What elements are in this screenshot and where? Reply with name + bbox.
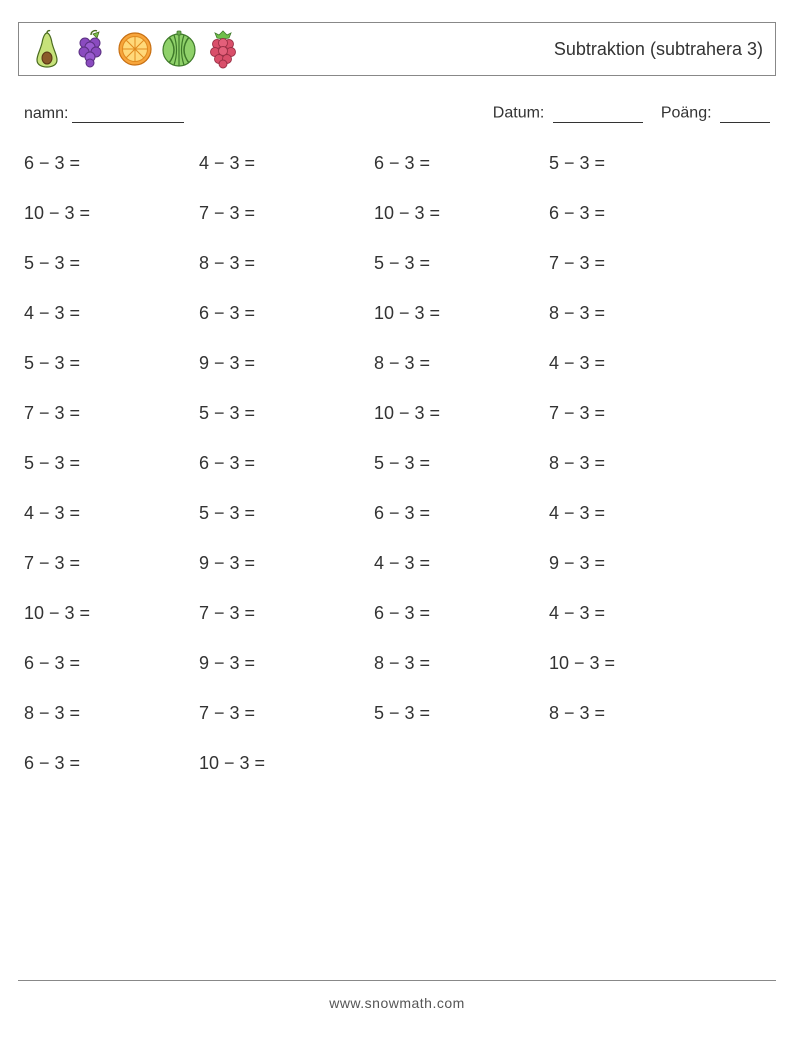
orange-slice-icon	[115, 29, 155, 69]
problem-cell: 7 − 3 =	[199, 203, 374, 224]
problem-cell: 4 − 3 =	[24, 503, 199, 524]
problem-cell: 4 − 3 =	[549, 353, 724, 374]
date-blank[interactable]	[553, 104, 643, 123]
problem-cell: 7 − 3 =	[549, 253, 724, 274]
avocado-icon	[27, 29, 67, 69]
grapes-icon	[71, 29, 111, 69]
problem-cell: 8 − 3 =	[549, 303, 724, 324]
problem-cell: 8 − 3 =	[374, 353, 549, 374]
problem-cell: 6 − 3 =	[199, 453, 374, 474]
problem-cell: 5 − 3 =	[374, 703, 549, 724]
problem-cell: 5 − 3 =	[24, 253, 199, 274]
problem-cell: 9 − 3 =	[199, 553, 374, 574]
problem-cell: 10 − 3 =	[374, 203, 549, 224]
score-blank[interactable]	[720, 104, 770, 123]
problem-cell: 10 − 3 =	[549, 653, 724, 674]
problem-cell: 8 − 3 =	[199, 253, 374, 274]
problem-cell: 9 − 3 =	[199, 353, 374, 374]
problem-cell: 10 − 3 =	[199, 753, 374, 774]
problem-cell: 6 − 3 =	[374, 603, 549, 624]
problem-cell: 8 − 3 =	[374, 653, 549, 674]
problem-cell: 6 − 3 =	[374, 153, 549, 174]
problem-cell: 6 − 3 =	[24, 153, 199, 174]
problem-cell: 7 − 3 =	[199, 603, 374, 624]
info-row: namn: Datum: Poäng:	[24, 104, 770, 123]
problem-cell: 8 − 3 =	[549, 703, 724, 724]
problem-cell: 5 − 3 =	[24, 453, 199, 474]
problem-cell: 7 − 3 =	[24, 403, 199, 424]
problem-cell: 6 − 3 =	[549, 203, 724, 224]
problem-cell: 5 − 3 =	[24, 353, 199, 374]
problem-cell: 6 − 3 =	[374, 503, 549, 524]
problem-cell: 5 − 3 =	[374, 453, 549, 474]
melon-icon	[159, 29, 199, 69]
problem-cell	[549, 753, 724, 774]
name-label: namn:	[24, 105, 68, 123]
problem-cell: 10 − 3 =	[24, 603, 199, 624]
raspberry-icon	[203, 29, 243, 69]
header-box: Subtraktion (subtrahera 3)	[18, 22, 776, 76]
problem-cell: 9 − 3 =	[199, 653, 374, 674]
problem-cell: 7 − 3 =	[24, 553, 199, 574]
worksheet-title: Subtraktion (subtrahera 3)	[554, 39, 767, 60]
problem-cell: 10 − 3 =	[24, 203, 199, 224]
problem-cell: 4 − 3 =	[549, 603, 724, 624]
problems-grid: 6 − 3 =4 − 3 =6 − 3 =5 − 3 =10 − 3 =7 − …	[24, 153, 776, 774]
problem-cell: 5 − 3 =	[374, 253, 549, 274]
problem-cell: 6 − 3 =	[199, 303, 374, 324]
problem-cell: 10 − 3 =	[374, 403, 549, 424]
fruit-icon-row	[27, 29, 243, 69]
problem-cell: 8 − 3 =	[24, 703, 199, 724]
problem-cell: 9 − 3 =	[549, 553, 724, 574]
problem-cell: 7 − 3 =	[549, 403, 724, 424]
problem-cell: 6 − 3 =	[24, 753, 199, 774]
problem-cell: 5 − 3 =	[199, 403, 374, 424]
problem-cell: 4 − 3 =	[24, 303, 199, 324]
problem-cell: 4 − 3 =	[549, 503, 724, 524]
problem-cell: 5 − 3 =	[549, 153, 724, 174]
name-blank[interactable]	[72, 104, 184, 123]
problem-cell: 4 − 3 =	[199, 153, 374, 174]
date-label: Datum:	[493, 105, 545, 122]
problem-cell: 8 − 3 =	[549, 453, 724, 474]
problem-cell: 6 − 3 =	[24, 653, 199, 674]
footer-url: www.snowmath.com	[18, 980, 776, 1011]
score-label: Poäng:	[661, 105, 712, 122]
problem-cell: 7 − 3 =	[199, 703, 374, 724]
problem-cell: 5 − 3 =	[199, 503, 374, 524]
problem-cell: 4 − 3 =	[374, 553, 549, 574]
problem-cell: 10 − 3 =	[374, 303, 549, 324]
problem-cell	[374, 753, 549, 774]
